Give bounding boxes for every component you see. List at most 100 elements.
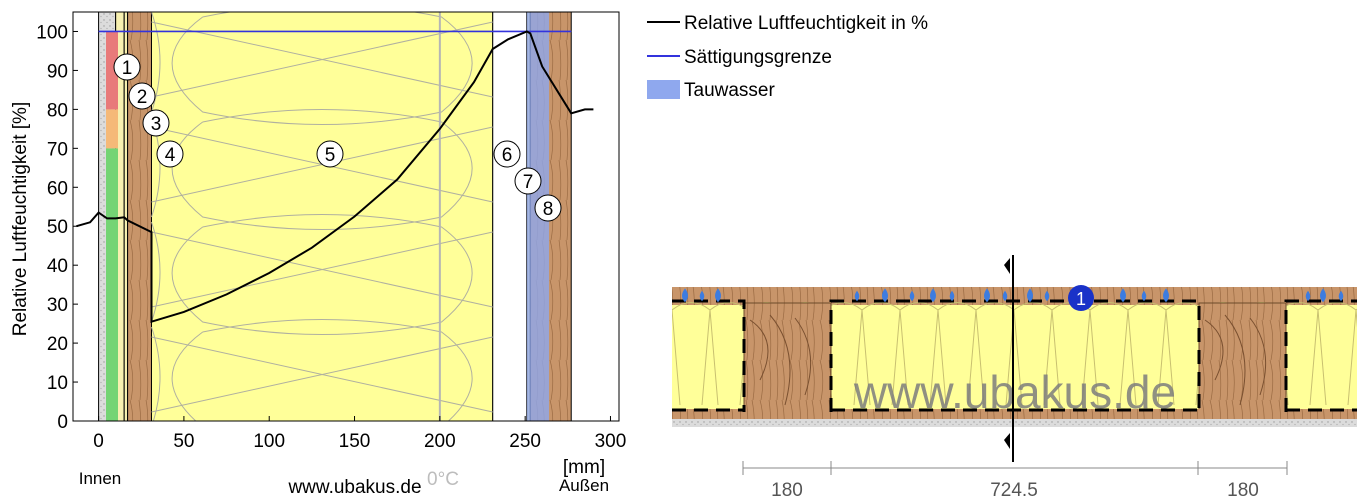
water-drop-icon	[909, 290, 915, 302]
x-tick-label: 50	[173, 431, 194, 452]
y-axis-label: Relative Luftfeuchtigkeit [%]	[10, 102, 31, 336]
insulation-curve	[1127, 302, 1167, 406]
condensate-drops	[682, 288, 1344, 303]
water-drop-icon	[715, 288, 721, 303]
legend-saturation-label: Sättigungsgrenze	[684, 47, 832, 68]
layer-marker-label-2: 2	[137, 87, 148, 108]
layer-5	[150, 12, 494, 421]
cross-section: www.ubakus.de	[672, 287, 1357, 427]
x-tick-label: 0	[93, 431, 104, 452]
layer-marker-label-5: 5	[325, 145, 336, 166]
membrane-top	[672, 299, 1357, 412]
section-watermark: www.ubakus.de	[853, 366, 1176, 418]
x-unit-label: [mm]	[563, 457, 605, 478]
insulation-loop	[151, 214, 493, 335]
x-tick-label: 200	[424, 431, 456, 452]
water-drop-icon	[1120, 288, 1126, 303]
y-tick-label: 100	[36, 22, 68, 43]
bottom-board	[672, 409, 1357, 419]
series-group	[76, 30, 594, 324]
y-tick-label: 20	[47, 334, 68, 355]
water-drop-icon	[1320, 288, 1326, 303]
comfort-band-1	[106, 109, 118, 149]
y-tick-label: 60	[47, 178, 68, 199]
y-tick-label: 30	[47, 295, 68, 316]
water-drop-icon	[699, 290, 705, 302]
insulation-loop	[151, 12, 493, 125]
marker-circle	[1068, 285, 1094, 311]
layer-marker-7	[514, 167, 542, 195]
comfort-band-0	[106, 148, 118, 422]
x-tick-label: 150	[339, 431, 371, 452]
insulation-curve	[1317, 302, 1357, 406]
water-drop-icon	[1305, 290, 1311, 302]
layer-marker-label-1: 1	[122, 58, 133, 79]
cut-arrow-bottom-icon	[1004, 433, 1010, 449]
inner-label: Innen	[79, 469, 122, 488]
water-drop-icon	[882, 288, 888, 303]
dim-right: 180	[1227, 480, 1259, 499]
layer-marker-label-3: 3	[151, 114, 162, 135]
x-tick-label: 300	[595, 431, 627, 452]
y-tick-label: 80	[47, 100, 68, 121]
water-drop-icon	[1027, 288, 1033, 303]
legend: Relative Luftfeuchtigkeit in % Sättigung…	[647, 13, 928, 101]
legend-condensate-swatch	[647, 80, 680, 99]
bottom-plaster	[672, 419, 1357, 427]
y-tick-label: 40	[47, 256, 68, 277]
y-tick-label: 70	[47, 139, 68, 160]
water-drop-icon	[854, 290, 860, 302]
water-drop-icon	[1141, 290, 1147, 302]
y-tick-label: 0	[57, 412, 68, 433]
comfort-band-2	[106, 31, 118, 110]
insulation-curve	[899, 302, 939, 406]
x-tick-label: 250	[509, 431, 541, 452]
water-drop-icon	[1163, 288, 1169, 303]
water-drop-icon	[1044, 290, 1050, 302]
insulation-curve	[937, 302, 977, 406]
chart-watermark: www.ubakus.de	[287, 477, 421, 498]
legend-rh-label: Relative Luftfeuchtigkeit in %	[684, 13, 928, 34]
layer-marker-8	[534, 194, 562, 222]
water-drop-icon	[1338, 290, 1344, 302]
water-drop-icon	[949, 290, 955, 302]
layer-marker-4	[156, 140, 184, 168]
layer-backgrounds	[98, 12, 572, 421]
water-drop-icon	[984, 288, 990, 303]
legend-item-condensate: Tauwasser	[647, 80, 775, 101]
outer-label: Außen	[559, 476, 609, 495]
insulation-curve	[1013, 302, 1053, 406]
insulation-curve	[1089, 302, 1129, 406]
dim-left: 180	[771, 480, 803, 499]
legend-condensate-label: Tauwasser	[684, 80, 775, 101]
section-cut-line	[1004, 255, 1014, 462]
legend-item-rh: Relative Luftfeuchtigkeit in %	[647, 13, 928, 34]
rh-line	[76, 30, 594, 324]
water-drop-icon	[1002, 290, 1008, 302]
layer-marker-label-8: 8	[543, 199, 554, 220]
cut-arrow-top-icon	[1004, 258, 1010, 274]
layer-marker-1	[113, 53, 141, 81]
layer-6	[492, 12, 528, 421]
insulation-loop	[151, 319, 493, 421]
layer-marker-6	[493, 140, 521, 168]
zero-celsius-label: 0°C	[427, 469, 459, 490]
y-tick-label: 50	[47, 217, 68, 238]
y-tick-label: 10	[47, 373, 68, 394]
dimension-line: 180 724.5 180	[742, 461, 1288, 499]
water-drop-icon	[930, 288, 936, 303]
water-drop-icon	[682, 288, 688, 303]
dim-middle: 724.5	[990, 480, 1038, 499]
layer-marker-3	[142, 109, 170, 137]
layer-marker-label-6: 6	[502, 145, 513, 166]
y-axis: 0 10 20 30 40 50 60 70 80 90 100	[36, 22, 78, 433]
insulation-curve	[672, 302, 711, 406]
marker-number: 1	[1076, 289, 1086, 309]
layer-marker-5	[316, 140, 344, 168]
legend-item-saturation: Sättigungsgrenze	[647, 47, 832, 68]
insulation-curve	[861, 302, 901, 406]
comfort-bands	[106, 31, 118, 422]
section-marker: 1	[1068, 285, 1094, 311]
